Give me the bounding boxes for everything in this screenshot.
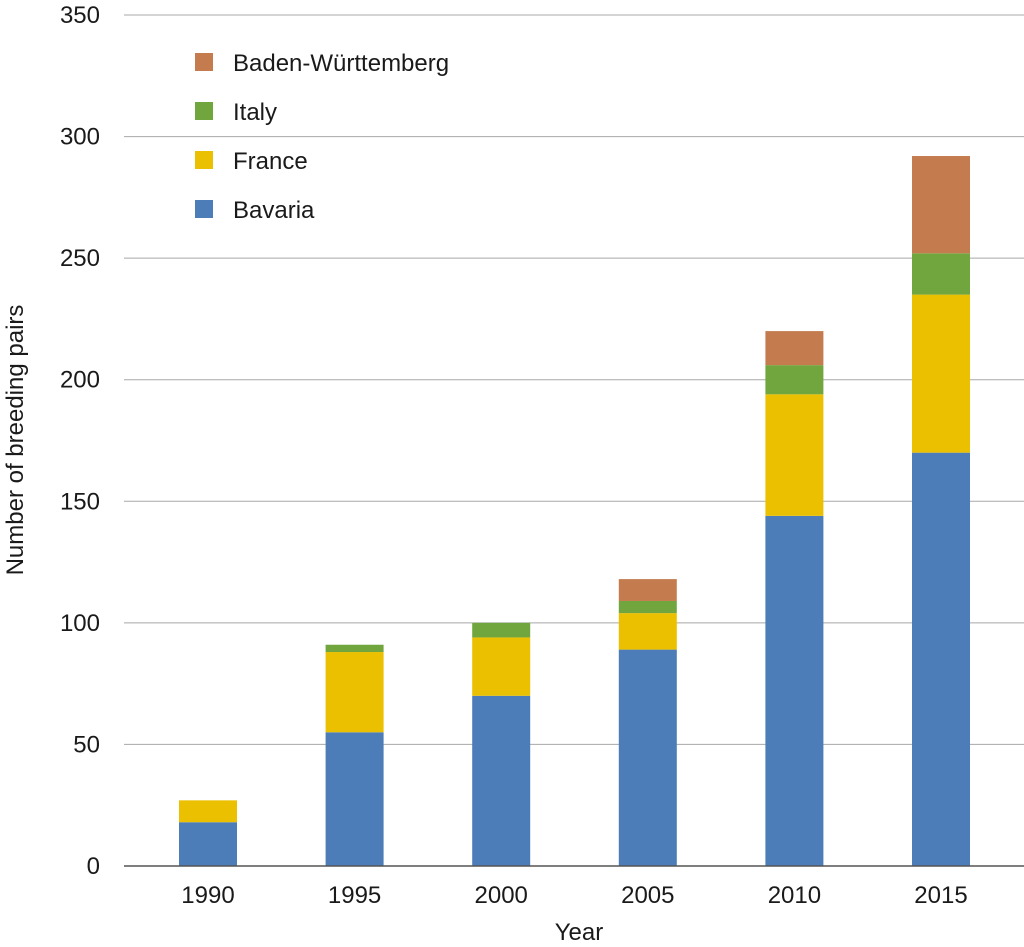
bar-segment-italy-2010 <box>765 365 824 395</box>
bar-segment-france-2005 <box>618 613 677 650</box>
bar-segment-france-1990 <box>179 800 237 823</box>
bar-segment-baden-w-rttemberg-2015 <box>912 156 970 254</box>
legend-label: France <box>233 148 308 175</box>
gridlines <box>124 14 1024 745</box>
legend-swatch <box>195 53 213 71</box>
legend-label: Bavaria <box>233 197 315 224</box>
y-axis-title: Number of breeding pairs <box>2 305 29 576</box>
y-tick-label: 50 <box>73 731 100 758</box>
bar-segment-france-1995 <box>325 652 384 733</box>
x-tick-label: 2015 <box>914 882 967 909</box>
y-tick-label: 150 <box>60 488 100 515</box>
bar-segment-france-2015 <box>912 294 970 453</box>
legend-swatch <box>195 151 213 169</box>
y-tick-label: 250 <box>60 245 100 272</box>
legend: Baden-Württemberg Italy France Bavaria <box>195 50 449 224</box>
legend-label: Baden-Württemberg <box>233 50 449 77</box>
bar-segment-baden-w-rttemberg-2005 <box>618 579 677 601</box>
bar-segment-bavaria-2000 <box>472 695 531 866</box>
bar-segment-france-2000 <box>472 637 531 696</box>
legend-label: Italy <box>233 99 277 126</box>
y-axis-ticks: 0 50 100 150 200 250 300 350 <box>60 2 100 880</box>
bar-segment-bavaria-2005 <box>618 649 677 866</box>
bar-segment-italy-2015 <box>912 253 970 295</box>
x-tick-label: 2005 <box>621 882 674 909</box>
x-axis-title: Year <box>555 919 604 946</box>
x-tick-label: 2000 <box>475 882 528 909</box>
bars <box>179 156 970 866</box>
bar-segment-bavaria-2015 <box>912 452 970 866</box>
bar-segment-italy-2005 <box>618 600 677 614</box>
bar-segment-baden-w-rttemberg-2010 <box>765 331 824 366</box>
bar-segment-italy-2000 <box>472 622 531 638</box>
bar-segment-bavaria-1990 <box>179 822 237 866</box>
y-tick-label: 100 <box>60 610 100 637</box>
bar-segment-france-2010 <box>765 394 824 516</box>
bar-segment-italy-1995 <box>325 644 384 653</box>
legend-swatch <box>195 200 213 218</box>
y-tick-label: 200 <box>60 367 100 394</box>
y-tick-label: 0 <box>87 853 100 880</box>
y-tick-label: 300 <box>60 124 100 151</box>
x-tick-label: 1990 <box>181 882 234 909</box>
bar-segment-bavaria-2010 <box>765 515 824 866</box>
x-tick-label: 2010 <box>768 882 821 909</box>
x-tick-label: 1995 <box>328 882 381 909</box>
x-axis-ticks: 1990 1995 2000 2005 2010 2015 <box>181 882 967 909</box>
legend-swatch <box>195 102 213 120</box>
bar-segment-bavaria-1995 <box>325 732 384 866</box>
y-tick-label: 350 <box>60 2 100 29</box>
